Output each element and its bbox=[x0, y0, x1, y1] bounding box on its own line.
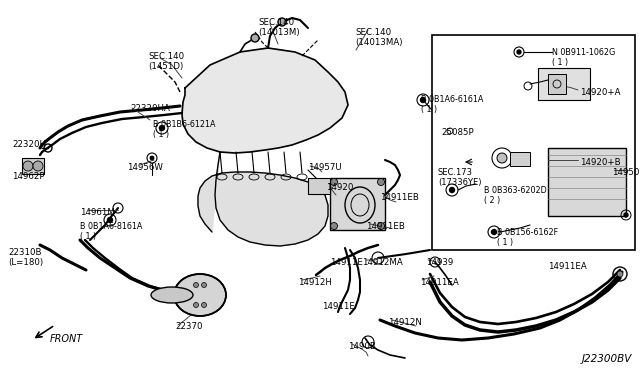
Circle shape bbox=[517, 50, 521, 54]
Text: 14961M: 14961M bbox=[80, 208, 115, 217]
Text: 14920+B: 14920+B bbox=[580, 158, 621, 167]
Text: SEC.140
(14013M): SEC.140 (14013M) bbox=[258, 18, 300, 38]
Circle shape bbox=[330, 179, 337, 186]
Bar bbox=[445, 122, 467, 140]
Circle shape bbox=[492, 230, 497, 234]
Text: B 0B156-6162F
( 1 ): B 0B156-6162F ( 1 ) bbox=[497, 228, 558, 247]
Text: 14911E: 14911E bbox=[322, 302, 355, 311]
Text: SEC.140
(1451D): SEC.140 (1451D) bbox=[148, 52, 184, 71]
Text: J22300BV: J22300BV bbox=[582, 354, 632, 364]
Text: SEC.140
(14013MA): SEC.140 (14013MA) bbox=[355, 28, 403, 47]
Bar bbox=[548, 74, 566, 94]
Circle shape bbox=[193, 302, 198, 308]
Text: N 0B911-1062G
( 1 ): N 0B911-1062G ( 1 ) bbox=[552, 48, 615, 67]
Text: B 0B363-6202D
( 2 ): B 0B363-6202D ( 2 ) bbox=[484, 186, 547, 205]
Text: 14911E: 14911E bbox=[330, 258, 363, 267]
Ellipse shape bbox=[174, 274, 226, 316]
Text: FRONT: FRONT bbox=[50, 334, 83, 344]
Circle shape bbox=[202, 302, 207, 308]
Text: B 0B1A6-6161A
( 1 ): B 0B1A6-6161A ( 1 ) bbox=[421, 95, 483, 115]
Circle shape bbox=[150, 156, 154, 160]
Text: 22320H: 22320H bbox=[12, 140, 46, 149]
Circle shape bbox=[193, 282, 198, 288]
Circle shape bbox=[251, 34, 259, 42]
Text: 22320HA: 22320HA bbox=[130, 104, 170, 113]
Text: 14912N: 14912N bbox=[388, 318, 422, 327]
Bar bbox=[330, 178, 385, 230]
Text: 22310B
(L=180): 22310B (L=180) bbox=[8, 248, 43, 267]
Text: 14939: 14939 bbox=[426, 258, 453, 267]
Circle shape bbox=[497, 153, 507, 163]
Circle shape bbox=[202, 282, 207, 288]
Bar bbox=[510, 152, 530, 166]
Text: 22370: 22370 bbox=[175, 322, 202, 331]
Text: 14911EA: 14911EA bbox=[420, 278, 459, 287]
Text: 14911EB: 14911EB bbox=[366, 222, 405, 231]
Text: 14912H: 14912H bbox=[298, 278, 332, 287]
Circle shape bbox=[617, 271, 623, 277]
Circle shape bbox=[449, 187, 454, 192]
Text: 14912MA: 14912MA bbox=[362, 258, 403, 267]
Bar bbox=[548, 148, 626, 216]
Text: 25085P: 25085P bbox=[441, 128, 474, 137]
Text: 14956W: 14956W bbox=[127, 163, 163, 172]
Circle shape bbox=[108, 218, 113, 222]
Text: 14911EB: 14911EB bbox=[380, 193, 419, 202]
Text: 14911EA: 14911EA bbox=[548, 262, 587, 271]
Text: 14920+A: 14920+A bbox=[580, 88, 621, 97]
Circle shape bbox=[420, 97, 426, 103]
Circle shape bbox=[624, 213, 628, 217]
Text: 14957U: 14957U bbox=[308, 163, 342, 172]
Bar bbox=[22, 158, 44, 174]
Circle shape bbox=[278, 18, 286, 26]
Circle shape bbox=[159, 125, 164, 131]
Circle shape bbox=[378, 179, 385, 186]
Polygon shape bbox=[198, 152, 328, 246]
Bar bbox=[308, 178, 330, 194]
Circle shape bbox=[330, 222, 337, 230]
Circle shape bbox=[23, 161, 33, 171]
Text: 14920: 14920 bbox=[326, 183, 353, 192]
Text: 1490B: 1490B bbox=[348, 342, 376, 351]
Circle shape bbox=[378, 222, 385, 230]
Circle shape bbox=[33, 161, 43, 171]
Text: B 0B1B6-6121A
( 1 ): B 0B1B6-6121A ( 1 ) bbox=[153, 120, 216, 140]
Text: SEC.173
(17336YE): SEC.173 (17336YE) bbox=[438, 168, 481, 187]
Ellipse shape bbox=[151, 287, 193, 303]
Bar bbox=[432, 35, 635, 250]
Bar bbox=[538, 68, 590, 100]
Text: 14962P: 14962P bbox=[12, 172, 45, 181]
Polygon shape bbox=[182, 48, 348, 153]
Text: B 0B1A6-8161A
( 1 ): B 0B1A6-8161A ( 1 ) bbox=[80, 222, 142, 241]
Text: 14950: 14950 bbox=[612, 168, 639, 177]
